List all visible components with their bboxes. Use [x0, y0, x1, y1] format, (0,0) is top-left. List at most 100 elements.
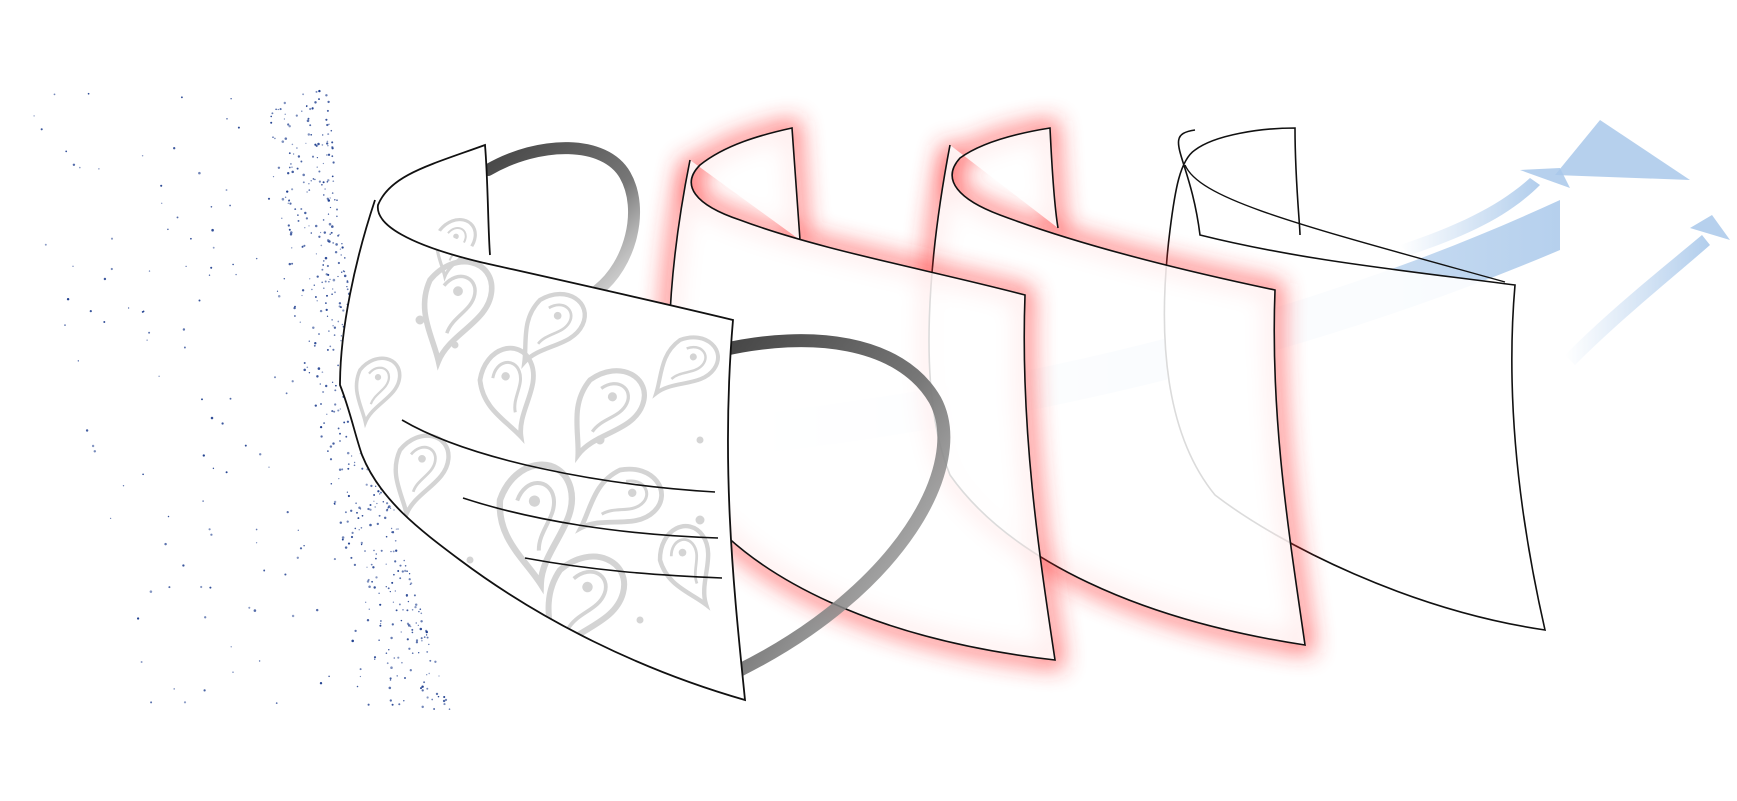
particle-dot — [263, 569, 266, 572]
particle-dot — [277, 166, 281, 170]
particle-dot — [433, 708, 435, 710]
particle-dot — [380, 491, 382, 494]
particle-dot — [397, 570, 400, 572]
particle-dot — [333, 502, 336, 505]
particle-dot — [346, 285, 348, 288]
particle-dot — [310, 133, 313, 136]
particle-dot — [325, 302, 327, 304]
particle-dot — [407, 624, 411, 627]
particle-dot — [201, 398, 203, 401]
particle-dot — [346, 451, 350, 455]
particle-dot — [327, 145, 329, 147]
particle-dot — [337, 275, 339, 278]
particle-dot — [426, 696, 429, 699]
particle-dot — [318, 180, 321, 183]
particle-dot — [316, 375, 319, 378]
particle-dot — [275, 702, 278, 704]
particle-dot — [65, 150, 68, 153]
particle-dot — [237, 126, 240, 129]
particle-dot — [426, 674, 428, 676]
particle-dot — [378, 514, 381, 517]
particle-dot — [305, 105, 308, 108]
particle-dot — [331, 155, 334, 158]
particle-dot — [346, 420, 350, 423]
particle-dot — [350, 556, 353, 559]
particle-dot — [326, 181, 329, 183]
particle-dot — [315, 253, 317, 255]
particle-dot — [333, 334, 336, 336]
particle-dot — [202, 500, 204, 502]
particle-dot — [318, 170, 321, 173]
particle-dot — [276, 290, 279, 292]
particle-dot — [367, 507, 370, 511]
particle-dot — [356, 511, 358, 514]
particle-dot — [326, 123, 329, 127]
particle-dot — [288, 166, 291, 169]
particle-dot — [311, 107, 314, 110]
ear-loop-icon — [482, 142, 951, 677]
particle-dot — [232, 263, 234, 266]
particle-dot — [329, 197, 331, 199]
particle-dot — [336, 215, 338, 218]
particle-dot — [183, 346, 186, 349]
particle-dot — [325, 94, 328, 97]
particle-dot — [423, 681, 426, 684]
particle-dot — [292, 153, 295, 155]
particle-dot — [375, 485, 377, 487]
particle-dot — [329, 345, 332, 348]
particle-dot — [293, 315, 296, 317]
particle-dot — [300, 160, 303, 163]
particle-dot — [103, 321, 106, 323]
particle-dot — [281, 197, 285, 201]
particle-dot — [420, 612, 423, 615]
particle-dot — [324, 256, 328, 260]
particle-dot — [442, 699, 446, 703]
particle-dot — [310, 180, 312, 182]
particle-dot — [418, 610, 420, 613]
particle-dot — [296, 147, 298, 149]
particle-dot — [127, 307, 130, 309]
particle-dot — [204, 616, 207, 619]
particle-dot — [332, 288, 334, 290]
particle-dot — [361, 514, 364, 517]
particle-dot — [313, 344, 316, 347]
particle-dot — [326, 264, 330, 268]
particle-dot — [322, 162, 325, 165]
particle-dot — [272, 175, 275, 178]
particle-dot — [268, 466, 270, 468]
particle-dot — [341, 536, 345, 539]
particle-dot — [391, 531, 393, 533]
particle-dot — [369, 523, 372, 527]
particle-dot — [311, 155, 315, 158]
particle-dot — [229, 397, 232, 400]
particle-dot — [326, 109, 329, 112]
particle-dot — [109, 517, 112, 520]
particle-dot — [332, 278, 336, 282]
particle-dot — [324, 280, 327, 283]
particle-dot — [202, 454, 205, 457]
particle-dot — [258, 660, 261, 662]
particle-dot — [291, 188, 294, 191]
particle-dot — [332, 241, 335, 244]
particle-dot — [331, 293, 333, 296]
particle-dot — [343, 421, 346, 424]
particle-dot — [371, 580, 373, 583]
particle-dot — [319, 425, 323, 429]
particle-dot — [329, 445, 333, 448]
particle-dot — [164, 542, 167, 546]
particle-dot — [303, 362, 306, 364]
particle-dot — [148, 331, 151, 334]
particle-dot — [319, 383, 322, 385]
particle-dot — [335, 208, 339, 211]
particle-dot — [404, 565, 407, 567]
particle-dot — [270, 121, 273, 124]
particle-dot — [290, 247, 293, 249]
particle-dot — [286, 190, 289, 193]
particle-dot — [327, 450, 329, 452]
particle-dot — [426, 650, 429, 653]
particle-dot — [122, 485, 125, 487]
particle-dot — [353, 461, 356, 464]
particle-dot — [411, 628, 414, 631]
particle-dot — [322, 134, 324, 136]
